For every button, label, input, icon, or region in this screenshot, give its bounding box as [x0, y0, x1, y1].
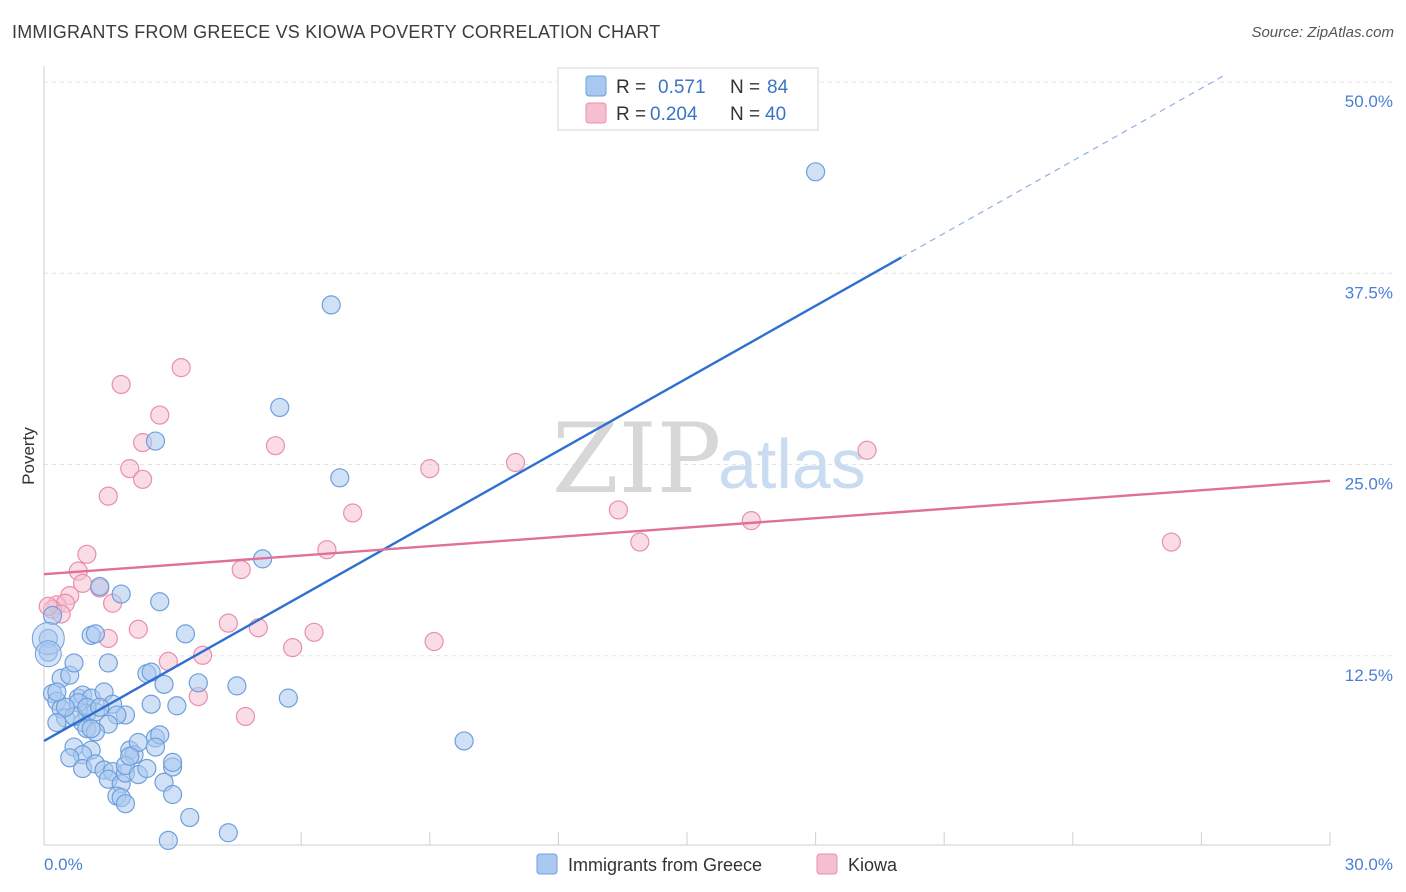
greece-trend-line	[43, 256, 902, 743]
greece-point	[145, 737, 166, 757]
series-swatch-kiowa	[816, 853, 838, 875]
kiowa-point	[77, 544, 97, 564]
legend-r-label-greece: R =	[616, 77, 646, 98]
legend-r-value-kiowa: 0.204	[650, 104, 698, 125]
greece-point	[218, 823, 238, 843]
legend-n-label-greece: N =	[730, 77, 760, 98]
kiowa-point	[304, 622, 324, 642]
legend-n-label-kiowa: N =	[730, 104, 760, 125]
greece-point	[60, 748, 80, 768]
kiowa-point	[420, 459, 440, 479]
kiowa-point	[343, 503, 363, 523]
legend-swatch-greece	[585, 75, 607, 97]
greece-point	[150, 592, 170, 612]
series-legend: Immigrants from Greece Kiowa	[536, 853, 898, 875]
greece-point	[175, 624, 196, 644]
greece-trend-extension	[901, 75, 1224, 259]
kiowa-point	[857, 440, 877, 460]
greece-point	[47, 682, 67, 702]
greece-point	[163, 784, 183, 805]
kiowa-point	[608, 500, 629, 520]
kiowa-point	[128, 619, 148, 639]
legend-n-value-kiowa: 40	[765, 104, 786, 125]
greece-point	[188, 673, 208, 693]
chart-title: IMMIGRANTS FROM GREECE VS KIOWA POVERTY …	[12, 22, 661, 42]
greece-point	[120, 746, 140, 766]
y-tick-label: 37.5%	[1345, 283, 1393, 302]
kiowa-point	[505, 452, 526, 473]
series-label-kiowa: Kiowa	[848, 855, 898, 875]
y-axis-label: Poverty	[19, 427, 38, 485]
kiowa-point	[317, 540, 337, 560]
legend-swatch-kiowa	[585, 102, 607, 124]
series-label-greece: Immigrants from Greece	[568, 855, 762, 875]
kiowa-point	[111, 374, 131, 395]
kiowa-point	[218, 613, 238, 633]
y-tick-label: 12.5%	[1345, 666, 1393, 685]
kiowa-point	[265, 436, 286, 456]
kiowa-point	[171, 358, 191, 378]
kiowa-point	[741, 511, 761, 531]
greece-point	[154, 674, 174, 694]
greece-point	[141, 694, 161, 714]
watermark-atlas: atlas	[718, 425, 866, 503]
watermark: ZIP atlas	[552, 403, 866, 515]
source-label: Source: ZipAtlas.com	[1251, 24, 1394, 41]
legend-n-value-greece: 84	[767, 77, 789, 98]
greece-point	[805, 162, 826, 182]
tick-labels: 12.5% 25.0% 37.5% 50.0% 0.0% 30.0%	[44, 92, 1393, 874]
greece-point	[454, 731, 474, 751]
legend-r-value-greece: 0.571	[658, 77, 706, 98]
x-tick-label: 0.0%	[44, 855, 83, 874]
kiowa-point	[424, 631, 444, 652]
kiowa-point	[98, 486, 118, 506]
kiowa-point	[630, 532, 650, 552]
greece-point	[321, 295, 341, 315]
greece-point	[158, 830, 178, 851]
greece-point	[85, 624, 106, 644]
greece-point	[137, 758, 157, 779]
kiowa-point	[1161, 532, 1181, 552]
greece-point	[64, 653, 84, 673]
axis-layer	[43, 66, 1331, 846]
greece-point	[47, 712, 67, 733]
trend-lines	[43, 75, 1331, 743]
greece-point	[167, 696, 187, 716]
greece-point	[278, 688, 298, 708]
kiowa-point	[150, 405, 170, 425]
correlation-legend: R = 0.571 N = 84 R = 0.204 N = 40	[557, 67, 819, 131]
kiowa-point	[283, 638, 303, 658]
greece-point	[163, 752, 183, 772]
greece-point	[180, 807, 200, 828]
greece-point	[330, 468, 350, 488]
greece-point	[34, 640, 62, 668]
kiowa-point	[231, 559, 251, 580]
y-tick-label: 50.0%	[1345, 92, 1393, 111]
legend-r-label-kiowa: R =	[616, 104, 646, 125]
greece-point	[111, 584, 131, 604]
greece-point	[55, 697, 76, 717]
greece-point	[81, 719, 101, 739]
greece-point	[227, 676, 247, 696]
kiowa-trend-line	[43, 479, 1331, 576]
greece-points	[31, 162, 826, 851]
kiowa-point	[132, 469, 153, 489]
greece-point	[90, 576, 110, 597]
series-swatch-greece	[536, 853, 558, 875]
kiowa-point	[120, 459, 140, 479]
greece-point	[115, 794, 136, 814]
greece-point	[98, 653, 118, 673]
x-tick-label: 30.0%	[1345, 855, 1393, 874]
watermark-zip: ZIP	[552, 403, 721, 515]
greece-point	[42, 605, 63, 626]
greece-point	[270, 397, 290, 418]
y-tick-label: 25.0%	[1345, 475, 1393, 494]
kiowa-point	[235, 706, 256, 727]
greece-point	[145, 431, 166, 451]
